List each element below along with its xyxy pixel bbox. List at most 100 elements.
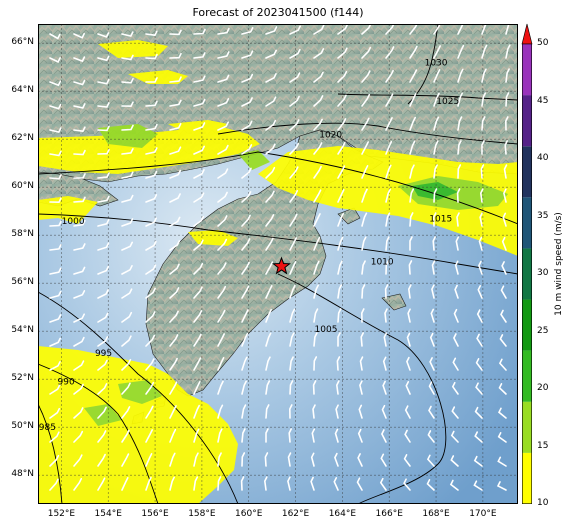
wind-barb [313, 356, 318, 371]
wind-barb [121, 241, 133, 251]
wind-barb [289, 95, 300, 107]
wind-barb [73, 56, 86, 63]
wind-barb [97, 55, 110, 62]
isobar-label: 1020 [319, 130, 342, 140]
wind-barb [145, 264, 157, 275]
colorbar-tick-label: 25 [537, 325, 549, 336]
wind-barb [217, 404, 224, 419]
isobar-label: 995 [95, 349, 112, 359]
wind-barb [289, 213, 298, 227]
wind-barb [49, 314, 62, 323]
wind-barb [121, 78, 134, 84]
wind-barb [457, 92, 463, 107]
wind-barb [193, 122, 206, 131]
wind-barb [409, 236, 413, 251]
wind-barb [121, 382, 131, 395]
wind-barb [455, 236, 460, 251]
map-border [38, 24, 518, 504]
wind-barb [456, 188, 461, 203]
wind-barb [49, 103, 62, 110]
wind-barb [97, 195, 110, 203]
wind-barb [97, 406, 107, 419]
wind-barb [121, 101, 134, 108]
wind-barb [241, 167, 252, 179]
wind-barb [406, 356, 411, 371]
wind-barb [193, 52, 206, 59]
wind-barb [499, 334, 507, 347]
wind-barb [496, 481, 507, 491]
wind-barb [193, 28, 206, 35]
wind-barb [451, 381, 459, 395]
wind-barb [337, 308, 342, 323]
wind-barb [313, 284, 319, 299]
colorbar-segment [522, 248, 532, 300]
wind-barb [450, 430, 459, 443]
wind-barb [265, 308, 272, 323]
wind-barb [49, 244, 62, 251]
wind-barb [313, 308, 319, 323]
wind-barb [49, 33, 61, 40]
wind-barb [73, 126, 86, 133]
wind-barb [73, 79, 86, 86]
lon-tick-label: 158°E [188, 509, 216, 519]
wind-barb [73, 266, 86, 275]
wind-barb [73, 313, 85, 323]
wind-barb [263, 476, 268, 491]
wind-barb [97, 148, 110, 155]
wind-barb [288, 428, 292, 443]
colorbar-tick-label: 35 [537, 210, 549, 221]
wind-barb [474, 406, 483, 419]
wind-barb [193, 428, 200, 443]
wind-barb [241, 120, 253, 131]
wind-barb [497, 407, 507, 419]
wind-barb [241, 50, 254, 59]
colorbar-tick-label: 50 [537, 38, 549, 48]
wind-barb [334, 452, 339, 467]
wind-barb [454, 260, 459, 275]
wind-barb [505, 44, 511, 59]
wind-barb [406, 332, 411, 347]
wind-barb [431, 284, 435, 299]
wind-barb [337, 189, 345, 203]
wind-barb [49, 127, 62, 134]
wind-barb [357, 453, 363, 467]
wind-barb [289, 72, 301, 83]
wind-barb [433, 140, 439, 155]
wind-barb [73, 219, 86, 227]
wind-barb [453, 333, 459, 347]
wind-barb [385, 236, 390, 251]
wind-barb [289, 380, 294, 395]
wind-barb [430, 308, 435, 323]
wind-barb [97, 359, 108, 371]
wind-barb [193, 404, 200, 419]
wind-barb [169, 287, 180, 299]
wind-barb [475, 358, 483, 371]
wind-barb [426, 454, 435, 467]
wind-barb [121, 124, 134, 131]
colorbar-tick-label: 20 [537, 383, 549, 393]
wind-barb [361, 165, 369, 179]
wind-barb [217, 285, 227, 299]
wind-barb [145, 194, 158, 203]
wind-barb [145, 240, 157, 251]
wind-barb [409, 69, 418, 83]
wind-barb [361, 46, 372, 59]
wind-barb [169, 310, 179, 323]
wind-barb [217, 309, 226, 323]
wind-barb [145, 476, 152, 491]
wind-barb [265, 143, 276, 155]
wind-barb [193, 239, 204, 251]
isobar-label: 1000 [62, 217, 85, 227]
wind-barb [313, 189, 322, 203]
isobar-label: 990 [58, 378, 75, 388]
wind-barb [169, 357, 178, 371]
wind-barb [361, 236, 367, 251]
wind-barb [481, 92, 487, 107]
wind-barb [121, 171, 134, 179]
wind-barb [217, 168, 229, 179]
lat-tick-label: 56°N [11, 277, 34, 288]
wind-barb [217, 476, 222, 491]
wind-barb [145, 287, 156, 299]
wind-barb [97, 453, 106, 467]
wind-barb [145, 77, 158, 83]
